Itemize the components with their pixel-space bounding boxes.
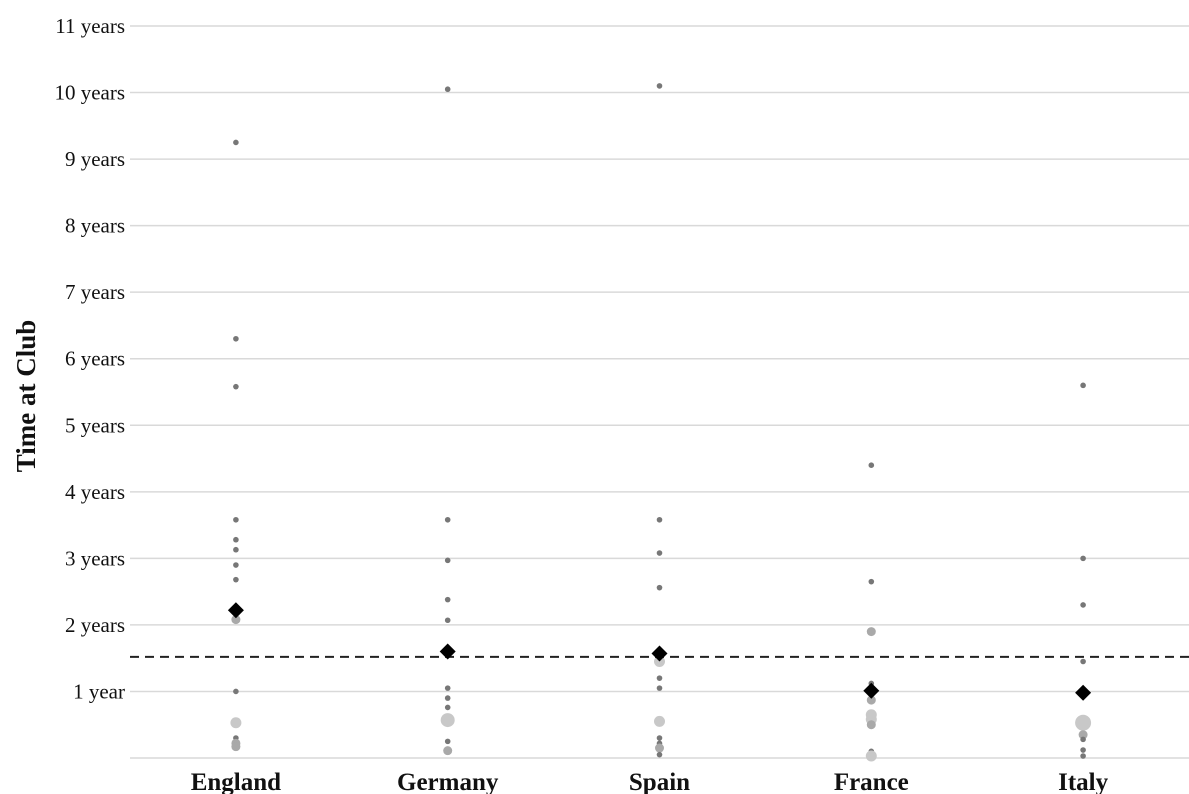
y-tick-label: 6 years bbox=[65, 347, 125, 371]
data-point bbox=[656, 735, 663, 741]
x-category-label: England bbox=[191, 769, 281, 794]
data-point bbox=[1080, 555, 1086, 562]
average-marker bbox=[651, 645, 668, 662]
y-tick-label: 5 years bbox=[65, 413, 125, 437]
y-tick-label: 3 years bbox=[65, 546, 125, 570]
average-marker bbox=[1075, 684, 1092, 701]
data-point bbox=[233, 688, 239, 695]
data-point bbox=[1078, 730, 1088, 740]
data-point bbox=[440, 713, 455, 728]
data-point bbox=[231, 615, 241, 625]
data-point bbox=[233, 516, 239, 523]
y-tick-label: 9 years bbox=[65, 147, 125, 171]
y-tick-label: 11 years bbox=[55, 14, 125, 38]
data-point bbox=[233, 562, 239, 568]
average-marker bbox=[227, 602, 244, 619]
data-point bbox=[656, 685, 663, 691]
data-point bbox=[233, 576, 239, 583]
y-tick-label: 2 years bbox=[65, 613, 125, 637]
x-category-label: France bbox=[834, 769, 909, 794]
data-point bbox=[656, 675, 663, 681]
data-point bbox=[444, 685, 451, 691]
y-tick-label: 1 year bbox=[73, 679, 125, 703]
data-point bbox=[1080, 602, 1086, 608]
y-tick-label: 8 years bbox=[65, 214, 125, 238]
data-point bbox=[444, 704, 451, 711]
data-point bbox=[656, 584, 663, 591]
data-point bbox=[444, 695, 451, 701]
data-point bbox=[233, 383, 239, 390]
data-point bbox=[444, 617, 451, 624]
data-point bbox=[233, 335, 239, 342]
data-point bbox=[1080, 382, 1086, 389]
average-marker bbox=[863, 682, 880, 699]
x-category-label: Italy bbox=[1058, 769, 1109, 794]
data-point bbox=[444, 738, 451, 745]
y-tick-label: 4 years bbox=[65, 480, 125, 504]
data-point bbox=[866, 720, 876, 730]
data-point bbox=[655, 743, 664, 753]
data-point bbox=[865, 750, 877, 762]
data-point bbox=[656, 751, 663, 758]
data-point bbox=[231, 742, 241, 752]
data-point bbox=[443, 746, 453, 756]
data-point bbox=[866, 627, 876, 637]
data-points bbox=[230, 83, 1092, 762]
data-point bbox=[444, 557, 451, 564]
data-point bbox=[654, 715, 665, 727]
data-point bbox=[233, 139, 239, 146]
average-marker bbox=[439, 643, 456, 660]
data-point bbox=[1080, 736, 1086, 743]
data-point bbox=[868, 462, 875, 469]
gridlines bbox=[130, 25, 1189, 759]
average-markers bbox=[227, 602, 1092, 701]
data-point bbox=[233, 536, 239, 543]
x-category-label: Spain bbox=[629, 769, 690, 794]
data-point bbox=[656, 516, 663, 523]
data-point bbox=[656, 83, 663, 89]
data-point bbox=[656, 550, 663, 556]
data-point bbox=[868, 578, 875, 585]
x-axis-categories: England Germany Spain France Italy bbox=[191, 769, 1109, 794]
data-point bbox=[444, 596, 451, 603]
data-point bbox=[1080, 753, 1086, 759]
data-point bbox=[1075, 714, 1092, 731]
data-point bbox=[1080, 747, 1086, 753]
data-point bbox=[866, 695, 876, 705]
data-point bbox=[233, 546, 239, 553]
y-tick-label: 10 years bbox=[54, 81, 125, 105]
data-point bbox=[230, 717, 242, 729]
y-tick-label: 7 years bbox=[65, 280, 125, 304]
y-axis-title: Time at Club bbox=[11, 320, 41, 473]
data-point bbox=[444, 86, 451, 93]
x-category-label: Germany bbox=[397, 769, 499, 794]
data-point bbox=[1080, 658, 1086, 665]
data-point bbox=[444, 516, 451, 523]
y-axis-ticks: 1 year 2 years 3 years 4 years 5 years 6 year… bbox=[54, 14, 125, 703]
